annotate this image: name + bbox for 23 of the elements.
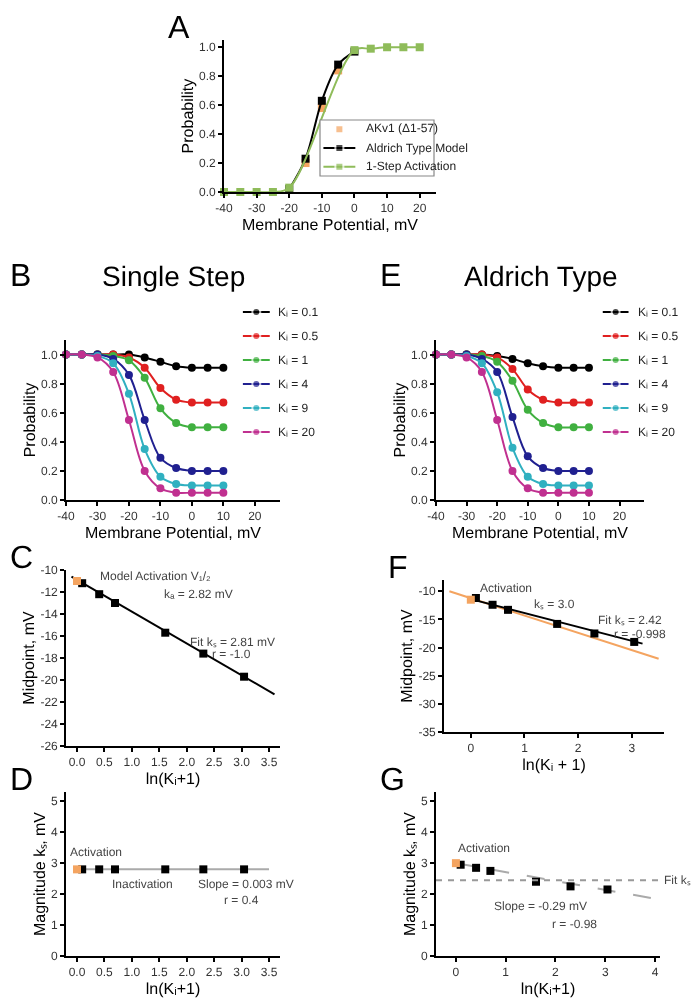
y-axis-title: Midpoint, mV xyxy=(397,607,416,703)
x-axis-title: ln(Kᵢ+1) xyxy=(520,980,576,999)
text: G xyxy=(380,764,405,798)
text: D xyxy=(10,764,34,798)
y-axis-title: Magnitude kₛ, mV xyxy=(30,810,49,937)
y-axis-title: Probability xyxy=(390,382,409,458)
x-axis-title: Membrane Potential, mV xyxy=(451,524,630,543)
y-axis-title: Midpoint, mV xyxy=(19,609,38,705)
text: C xyxy=(10,542,34,576)
chart-title: Aldrich Type xyxy=(464,260,618,292)
x-axis-title: ln(Kᵢ+1) xyxy=(145,980,201,999)
y-axis-title: Probability xyxy=(20,382,39,458)
x-axis-title: Membrane Potential, mV xyxy=(84,524,263,543)
text: E xyxy=(380,260,402,294)
x-axis-title: Membrane Potential, mV xyxy=(241,216,420,235)
text: A xyxy=(168,12,190,46)
text: B xyxy=(10,260,32,294)
y-axis-title: Magnitude kₛ, mV xyxy=(400,810,419,937)
y-axis-title: Probability xyxy=(178,78,197,154)
x-axis-title: ln(Kᵢ+1) xyxy=(145,770,201,789)
x-axis-title: ln(Kᵢ + 1) xyxy=(522,756,587,775)
text: F xyxy=(388,552,408,586)
chart-title: Single Step xyxy=(102,260,246,292)
